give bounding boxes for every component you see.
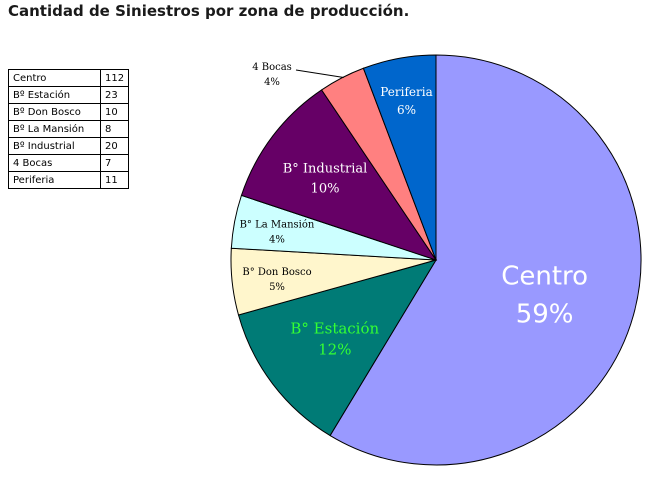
slice-percent-centro: 59%	[516, 300, 574, 330]
slice-percent-b-industrial: 10%	[311, 182, 340, 197]
slice-percent-b-don-bosco: 5%	[269, 282, 285, 293]
slice-label-b-don-bosco: B° Don Bosco	[242, 267, 311, 278]
slice-label-b-industrial: B° Industrial	[283, 162, 368, 177]
slice-label-4-bocas: 4 Bocas	[252, 62, 292, 73]
pie-slice-b-estacion	[237, 259, 438, 437]
slice-percent-b-estacion: 12%	[318, 341, 351, 359]
table-cell-value: 112	[99, 69, 130, 87]
table-cell-value: 11	[99, 171, 130, 189]
pie-slice-b-industrial	[240, 89, 438, 261]
slice-label-b-estacion: B° Estación	[290, 320, 379, 338]
table-row: Bº Don Bosco 10	[8, 103, 130, 121]
slice-label-periferia: Periferia	[380, 85, 432, 99]
chart-title: Cantidad de Siniestros por zona de produ…	[8, 2, 410, 20]
table-row: 4 Bocas 7	[8, 154, 130, 172]
slice-percent-periferia: 6%	[397, 103, 416, 117]
leader-line-4-bocas	[295, 69, 344, 79]
table-cell-value: 8	[99, 120, 130, 138]
slice-percent-b-la-mansion: 4%	[269, 234, 285, 245]
slice-percent-4-bocas: 4%	[264, 77, 280, 88]
table-row: Bº La Mansión 8	[8, 120, 130, 138]
table-row: Periferia 11	[8, 171, 130, 189]
table-row: Bº Industrial 20	[8, 137, 130, 155]
pie-slice-periferia	[362, 54, 437, 261]
pie-slice-centro	[329, 54, 642, 466]
data-table: Centro 112 Bº Estación 23 Bº Don Bosco 10 Bº L…	[8, 69, 130, 189]
slice-label-b-la-mansion: B° La Mansión	[240, 219, 315, 230]
slice-label-centro: Centro	[501, 262, 588, 292]
